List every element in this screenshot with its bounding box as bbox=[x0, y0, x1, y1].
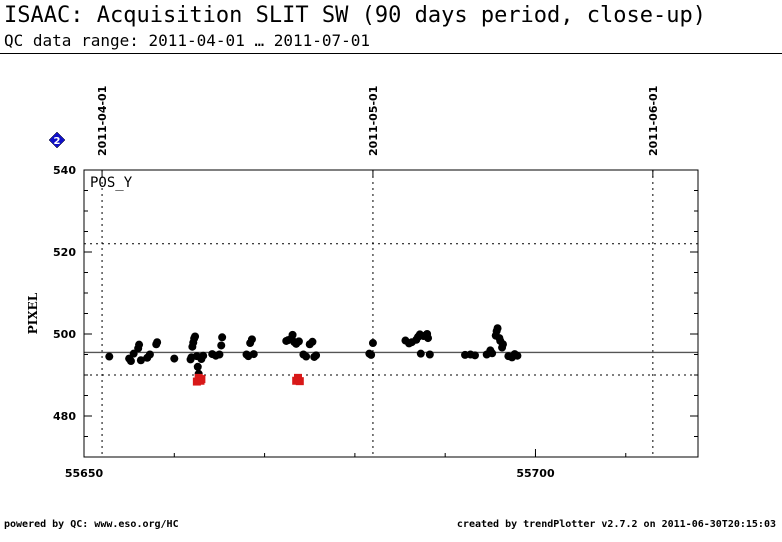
data-points bbox=[105, 324, 522, 386]
data-point bbox=[199, 351, 208, 360]
diamond-marker-icon: 2 bbox=[48, 131, 66, 149]
y-tick-label: 500 bbox=[53, 328, 76, 341]
outlier-point bbox=[295, 377, 304, 386]
chart-subtitle: QC data range: 2011-04-01 … 2011-07-01 bbox=[4, 31, 371, 50]
panel-label: POS_Y bbox=[90, 175, 133, 191]
data-point bbox=[105, 352, 114, 361]
data-point bbox=[153, 338, 162, 347]
data-point bbox=[294, 337, 303, 346]
data-point bbox=[135, 340, 144, 349]
data-point bbox=[191, 332, 200, 341]
footer-created-by: created by trendPlotter v2.7.2 on 2011-0… bbox=[456, 519, 776, 530]
title-divider bbox=[0, 53, 782, 54]
reference-lines bbox=[84, 243, 698, 376]
diamond-label: 2 bbox=[54, 136, 61, 147]
data-point bbox=[368, 339, 377, 348]
y-tick-label: 480 bbox=[53, 410, 76, 423]
data-point bbox=[513, 351, 522, 360]
data-point bbox=[247, 335, 256, 344]
data-point bbox=[170, 354, 179, 363]
data-point bbox=[249, 350, 258, 359]
x-tick-label: 55650 bbox=[65, 467, 104, 480]
data-point bbox=[498, 340, 507, 349]
chart-title: ISAAC: Acquisition SLIT SW (90 days peri… bbox=[4, 3, 706, 28]
data-point bbox=[367, 350, 376, 359]
data-point bbox=[416, 349, 425, 358]
y-tick-label: 540 bbox=[53, 164, 76, 177]
data-point bbox=[193, 362, 202, 371]
data-point bbox=[425, 350, 434, 359]
outlier-point bbox=[197, 375, 206, 384]
grid-layer bbox=[101, 170, 654, 457]
data-point bbox=[218, 333, 227, 342]
top-tick-label: 2011-05-01 bbox=[367, 86, 380, 156]
y-tick-label: 520 bbox=[53, 246, 76, 259]
axes-layer: 2011-04-01 2011-05-01 2011-06-01 480 500 520 5… bbox=[53, 86, 698, 480]
data-point bbox=[136, 356, 145, 365]
data-point bbox=[126, 357, 135, 366]
data-point bbox=[145, 350, 154, 359]
y-axis-label: PIXEL bbox=[26, 292, 40, 334]
data-point bbox=[493, 324, 502, 333]
data-point bbox=[215, 350, 224, 359]
data-point bbox=[470, 351, 479, 360]
plot-frame bbox=[83, 169, 699, 458]
x-tick-label: 55700 bbox=[516, 467, 555, 480]
data-point bbox=[129, 349, 138, 358]
data-point bbox=[302, 352, 311, 361]
data-point bbox=[424, 334, 433, 343]
data-point bbox=[217, 341, 226, 350]
data-point bbox=[488, 349, 497, 358]
diamond-shape bbox=[48, 131, 66, 149]
data-point bbox=[312, 351, 321, 360]
data-point bbox=[288, 330, 297, 339]
top-tick-label: 2011-04-01 bbox=[96, 86, 109, 156]
data-point bbox=[308, 337, 317, 346]
footer-powered-by: powered by QC: www.eso.org/HC bbox=[4, 519, 179, 530]
top-tick-label: 2011-06-01 bbox=[647, 86, 660, 156]
